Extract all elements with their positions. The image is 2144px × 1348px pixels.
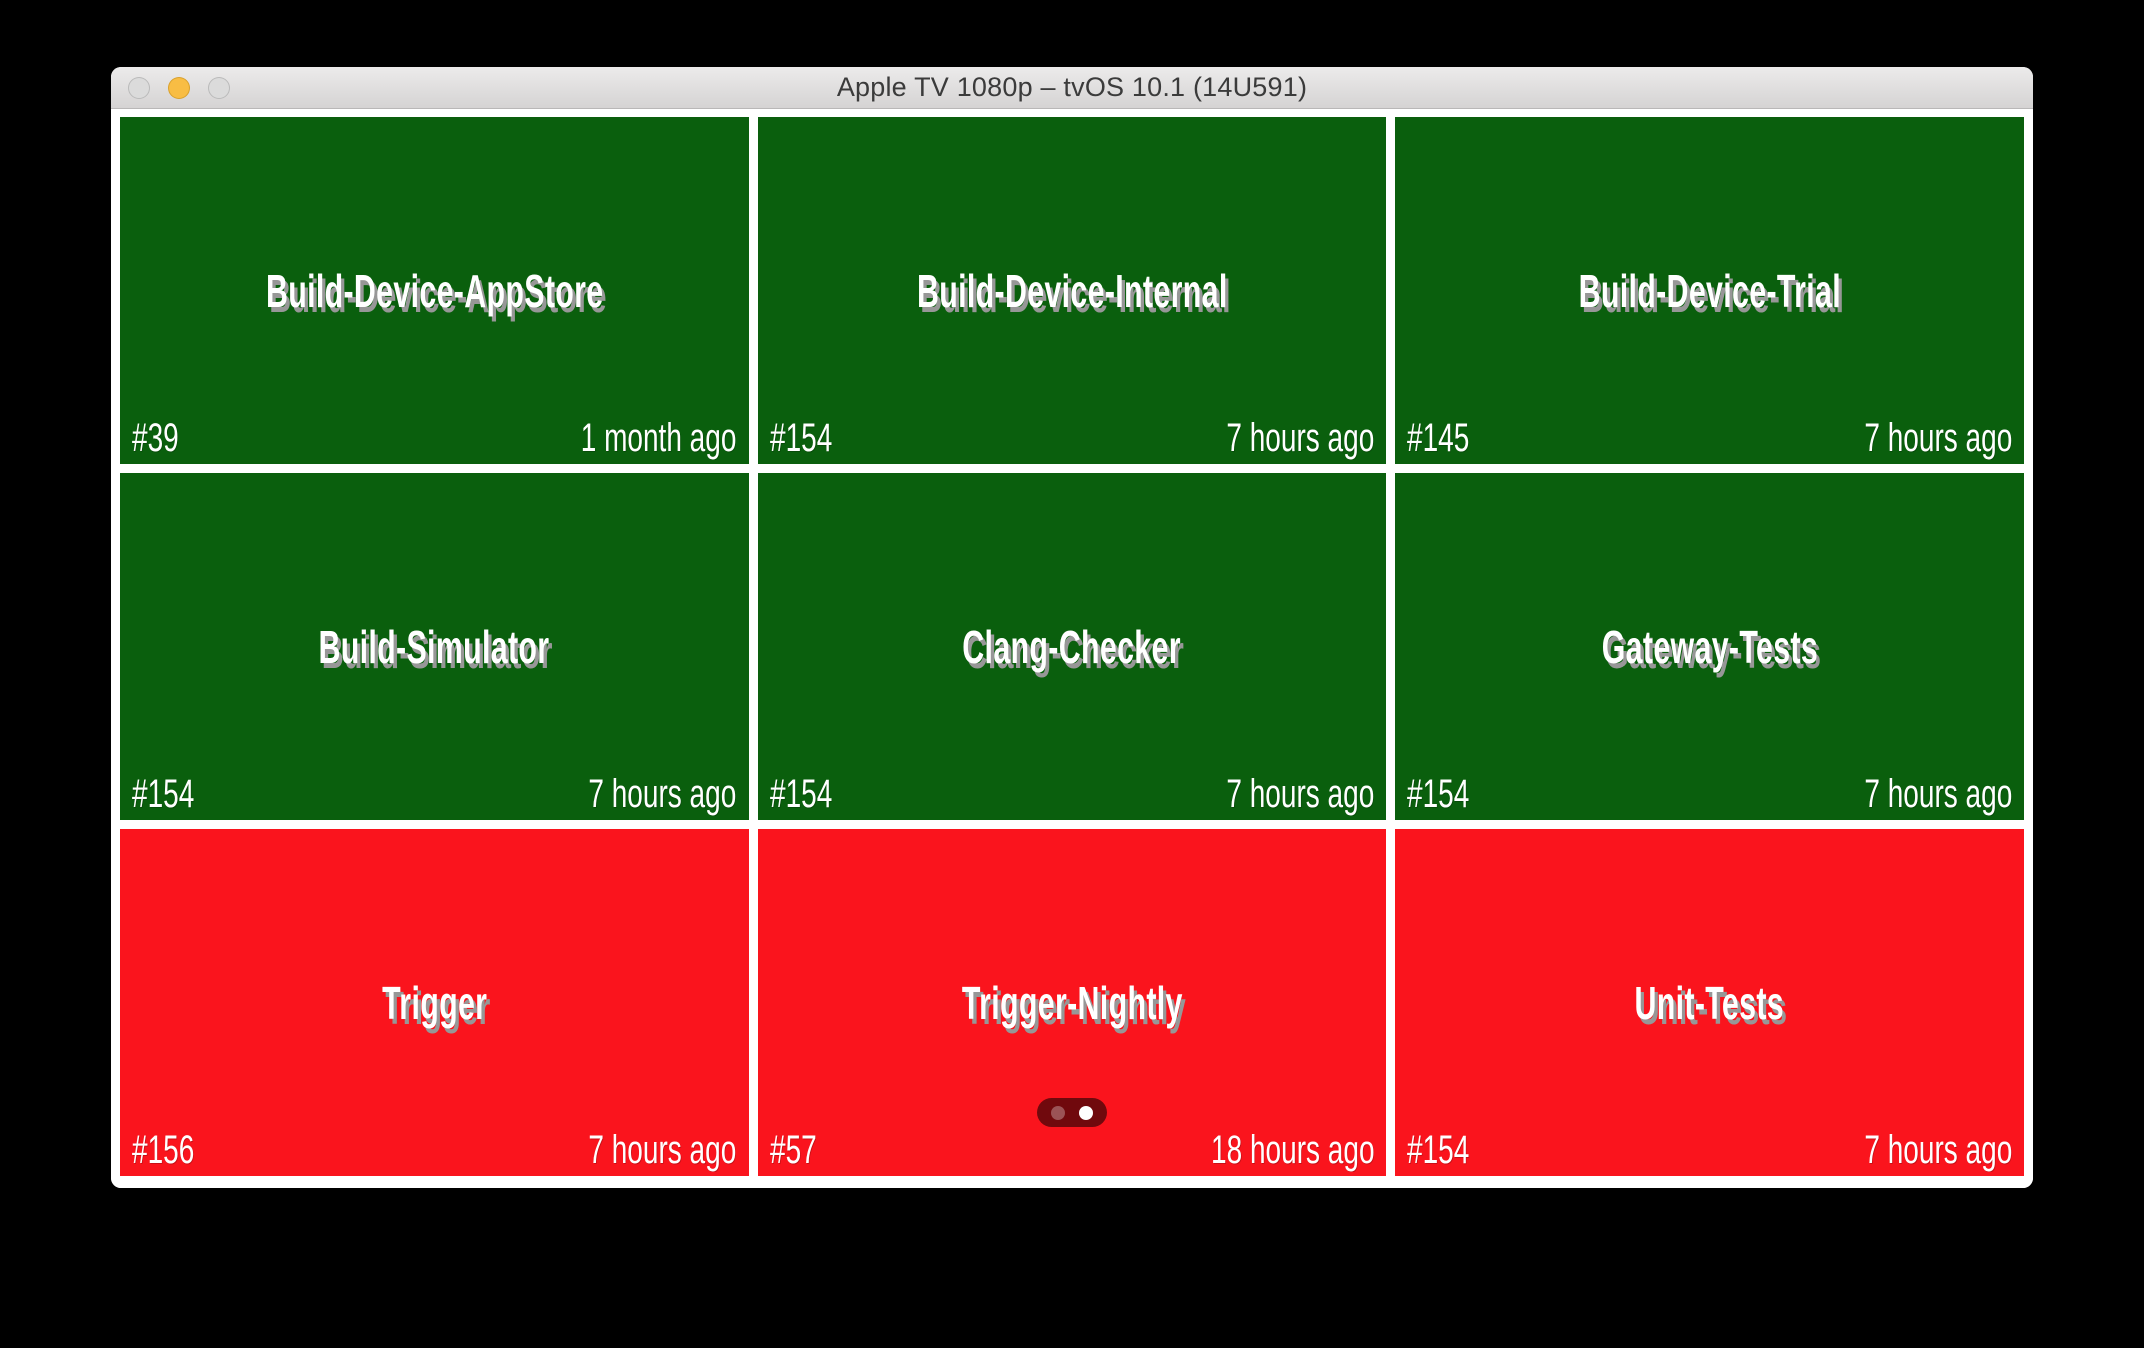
build-tile[interactable]: Build-Simulator #154 7 hours ago xyxy=(120,473,749,820)
build-number: #154 xyxy=(132,772,195,816)
build-name: Gateway-Tests xyxy=(1601,620,1818,673)
build-footer: #154 7 hours ago xyxy=(1395,772,2024,820)
build-name: Build-Device-Internal xyxy=(916,264,1228,317)
zoom-button[interactable] xyxy=(208,76,230,99)
build-tile[interactable]: Build-Device-Internal #154 7 hours ago xyxy=(757,117,1387,464)
build-name: Trigger-Nightly xyxy=(961,976,1183,1029)
build-number: #154 xyxy=(769,772,832,816)
build-time: 7 hours ago xyxy=(588,772,737,816)
build-tile[interactable]: Gateway-Tests #154 7 hours ago xyxy=(1395,473,2024,820)
minimize-button[interactable] xyxy=(168,76,190,99)
build-footer: #156 7 hours ago xyxy=(120,1128,749,1176)
build-name: Trigger xyxy=(381,976,487,1029)
build-name: Unit-Tests xyxy=(1634,976,1785,1029)
build-number: #57 xyxy=(769,1128,817,1172)
build-number: #39 xyxy=(132,416,179,460)
build-number: #156 xyxy=(132,1128,195,1172)
page-control xyxy=(1037,1098,1107,1127)
build-number: #145 xyxy=(1407,416,1470,460)
build-time: 1 month ago xyxy=(580,416,737,460)
build-time: 7 hours ago xyxy=(1226,416,1375,460)
build-name: Build-Device-AppStore xyxy=(265,264,604,317)
build-footer: #154 7 hours ago xyxy=(120,772,749,820)
build-number: #154 xyxy=(1407,1128,1470,1172)
build-number: #154 xyxy=(1407,772,1470,816)
build-footer: #145 7 hours ago xyxy=(1395,416,2024,464)
build-name: Build-Device-Trial xyxy=(1578,264,1841,317)
window-title: Apple TV 1080p – tvOS 10.1 (14U591) xyxy=(836,72,1308,102)
build-footer: #154 7 hours ago xyxy=(1395,1128,2024,1176)
traffic-lights xyxy=(128,67,230,108)
build-footer: #154 7 hours ago xyxy=(758,416,1387,464)
build-tile[interactable]: Trigger #156 7 hours ago xyxy=(120,829,749,1176)
build-number: #154 xyxy=(769,416,832,460)
build-tile[interactable]: Clang-Checker #154 7 hours ago xyxy=(757,473,1387,820)
build-footer: #57 18 hours ago xyxy=(758,1128,1387,1176)
build-time: 18 hours ago xyxy=(1210,1128,1375,1172)
tile-grid: Build-Device-AppStore #39 1 month ago Bu… xyxy=(111,109,2033,1188)
build-tile[interactable]: Build-Device-Trial #145 7 hours ago xyxy=(1395,117,2024,464)
build-tile[interactable]: Build-Device-AppStore #39 1 month ago xyxy=(120,117,749,464)
build-footer: #154 7 hours ago xyxy=(758,772,1387,820)
window-titlebar[interactable]: Apple TV 1080p – tvOS 10.1 (14U591) xyxy=(111,67,2033,109)
build-time: 7 hours ago xyxy=(1864,772,2012,816)
close-button[interactable] xyxy=(128,76,150,99)
simulator-window: Apple TV 1080p – tvOS 10.1 (14U591) Buil… xyxy=(111,67,2033,1188)
build-time: 7 hours ago xyxy=(1864,1128,2012,1172)
build-time: 7 hours ago xyxy=(588,1128,737,1172)
page-dot-active xyxy=(1079,1105,1093,1120)
build-tile[interactable]: Unit-Tests #154 7 hours ago xyxy=(1395,829,2024,1176)
build-name: Clang-Checker xyxy=(962,620,1182,673)
page-dot xyxy=(1051,1105,1065,1120)
build-time: 7 hours ago xyxy=(1864,416,2012,460)
build-name: Build-Simulator xyxy=(318,620,550,673)
build-time: 7 hours ago xyxy=(1226,772,1375,816)
build-footer: #39 1 month ago xyxy=(120,416,749,464)
